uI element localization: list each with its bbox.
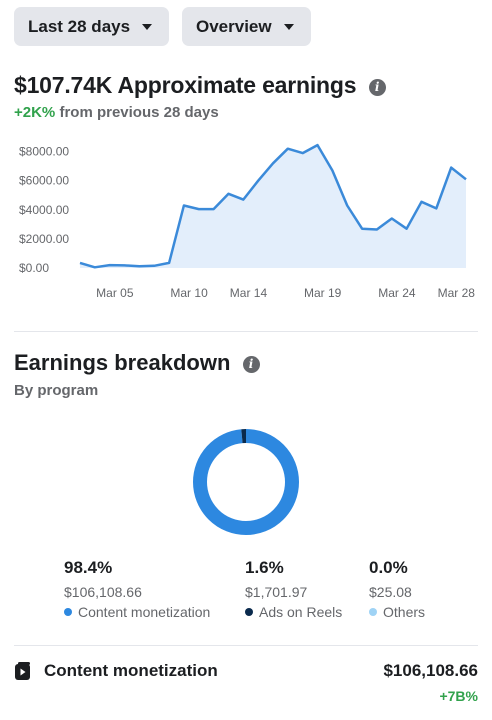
- delta-text: from previous 28 days: [59, 104, 219, 121]
- y-tick-label: $2000.00: [19, 232, 69, 246]
- stat-percent: 1.6%: [245, 558, 284, 577]
- delta-value: +2K%: [14, 104, 56, 121]
- legend-ads-on-reels: Ads on Reels: [245, 604, 342, 620]
- earnings-line: [79, 143, 467, 269]
- stat-percent: 0.0%: [369, 558, 408, 577]
- divider: [14, 645, 478, 646]
- date-range-label: Last 28 days: [28, 16, 131, 36]
- donut-slice-0: [193, 429, 299, 535]
- earnings-title: $107.74K Approximate earnings i: [14, 72, 386, 99]
- view-dropdown[interactable]: Overview: [182, 7, 311, 46]
- x-tick-label: Mar 10: [170, 286, 208, 300]
- y-tick-label: $6000.00: [19, 174, 69, 188]
- divider: [14, 331, 478, 332]
- breakdown-stat-content: 98.4% $106,108.66 Content monetization: [64, 558, 210, 620]
- legend-dot: [64, 608, 72, 616]
- date-range-dropdown[interactable]: Last 28 days: [14, 7, 169, 46]
- program-delta: +7B%: [439, 688, 478, 704]
- stat-amount: $1,701.97: [245, 584, 308, 600]
- legend-label: Ads on Reels: [259, 604, 343, 620]
- earnings-title-suffix: Approximate earnings: [117, 72, 357, 98]
- x-tick-label: Mar 14: [230, 286, 268, 300]
- legend-others: Others: [369, 604, 425, 620]
- x-tick-label: Mar 19: [304, 286, 342, 300]
- info-icon[interactable]: i: [242, 355, 260, 373]
- program-label: Content monetization: [44, 661, 218, 680]
- y-tick-label: $4000.00: [19, 203, 69, 217]
- breakdown-donut-chart: [193, 429, 299, 535]
- stat-percent: 98.4%: [64, 558, 113, 577]
- x-tick-label: Mar 05: [96, 286, 134, 300]
- stat-amount: $25.08: [369, 584, 412, 600]
- stat-amount: $106,108.66: [64, 584, 142, 600]
- y-tick-label: $8000.00: [19, 145, 69, 159]
- breakdown-title-text: Earnings breakdown: [14, 350, 231, 375]
- donut-slice-1: [193, 429, 299, 535]
- reels-icon: [14, 661, 32, 681]
- legend-label: Content monetization: [78, 604, 211, 620]
- earnings-delta: +2K% from previous 28 days: [14, 104, 219, 121]
- legend-content-monetization: Content monetization: [64, 604, 210, 620]
- breakdown-title: Earnings breakdown i: [14, 350, 260, 376]
- legend-dot: [245, 608, 253, 616]
- x-tick-label: Mar 24: [378, 286, 416, 300]
- breakdown-stat-others: 0.0% $25.08 Others: [369, 558, 425, 620]
- program-row-content-monetization[interactable]: Content monetization $106,108.66: [14, 656, 478, 686]
- breakdown-subtitle: By program: [14, 382, 99, 399]
- view-label: Overview: [196, 16, 272, 36]
- earnings-amount: $107.74K: [14, 72, 113, 98]
- legend-label: Others: [383, 604, 426, 620]
- y-tick-label: $0.00: [19, 261, 49, 275]
- caret-down-icon: [142, 23, 153, 30]
- x-tick-label: Mar 28: [438, 286, 476, 300]
- breakdown-stat-reels: 1.6% $1,701.97 Ads on Reels: [245, 558, 342, 620]
- program-value: $106,108.66: [383, 661, 478, 680]
- info-icon[interactable]: i: [368, 78, 386, 96]
- legend-dot: [369, 608, 377, 616]
- caret-down-icon: [283, 23, 294, 30]
- earnings-chart: $8000.00 $6000.00 $4000.00 $2000.00 $0.00 Mar…: [19, 143, 476, 300]
